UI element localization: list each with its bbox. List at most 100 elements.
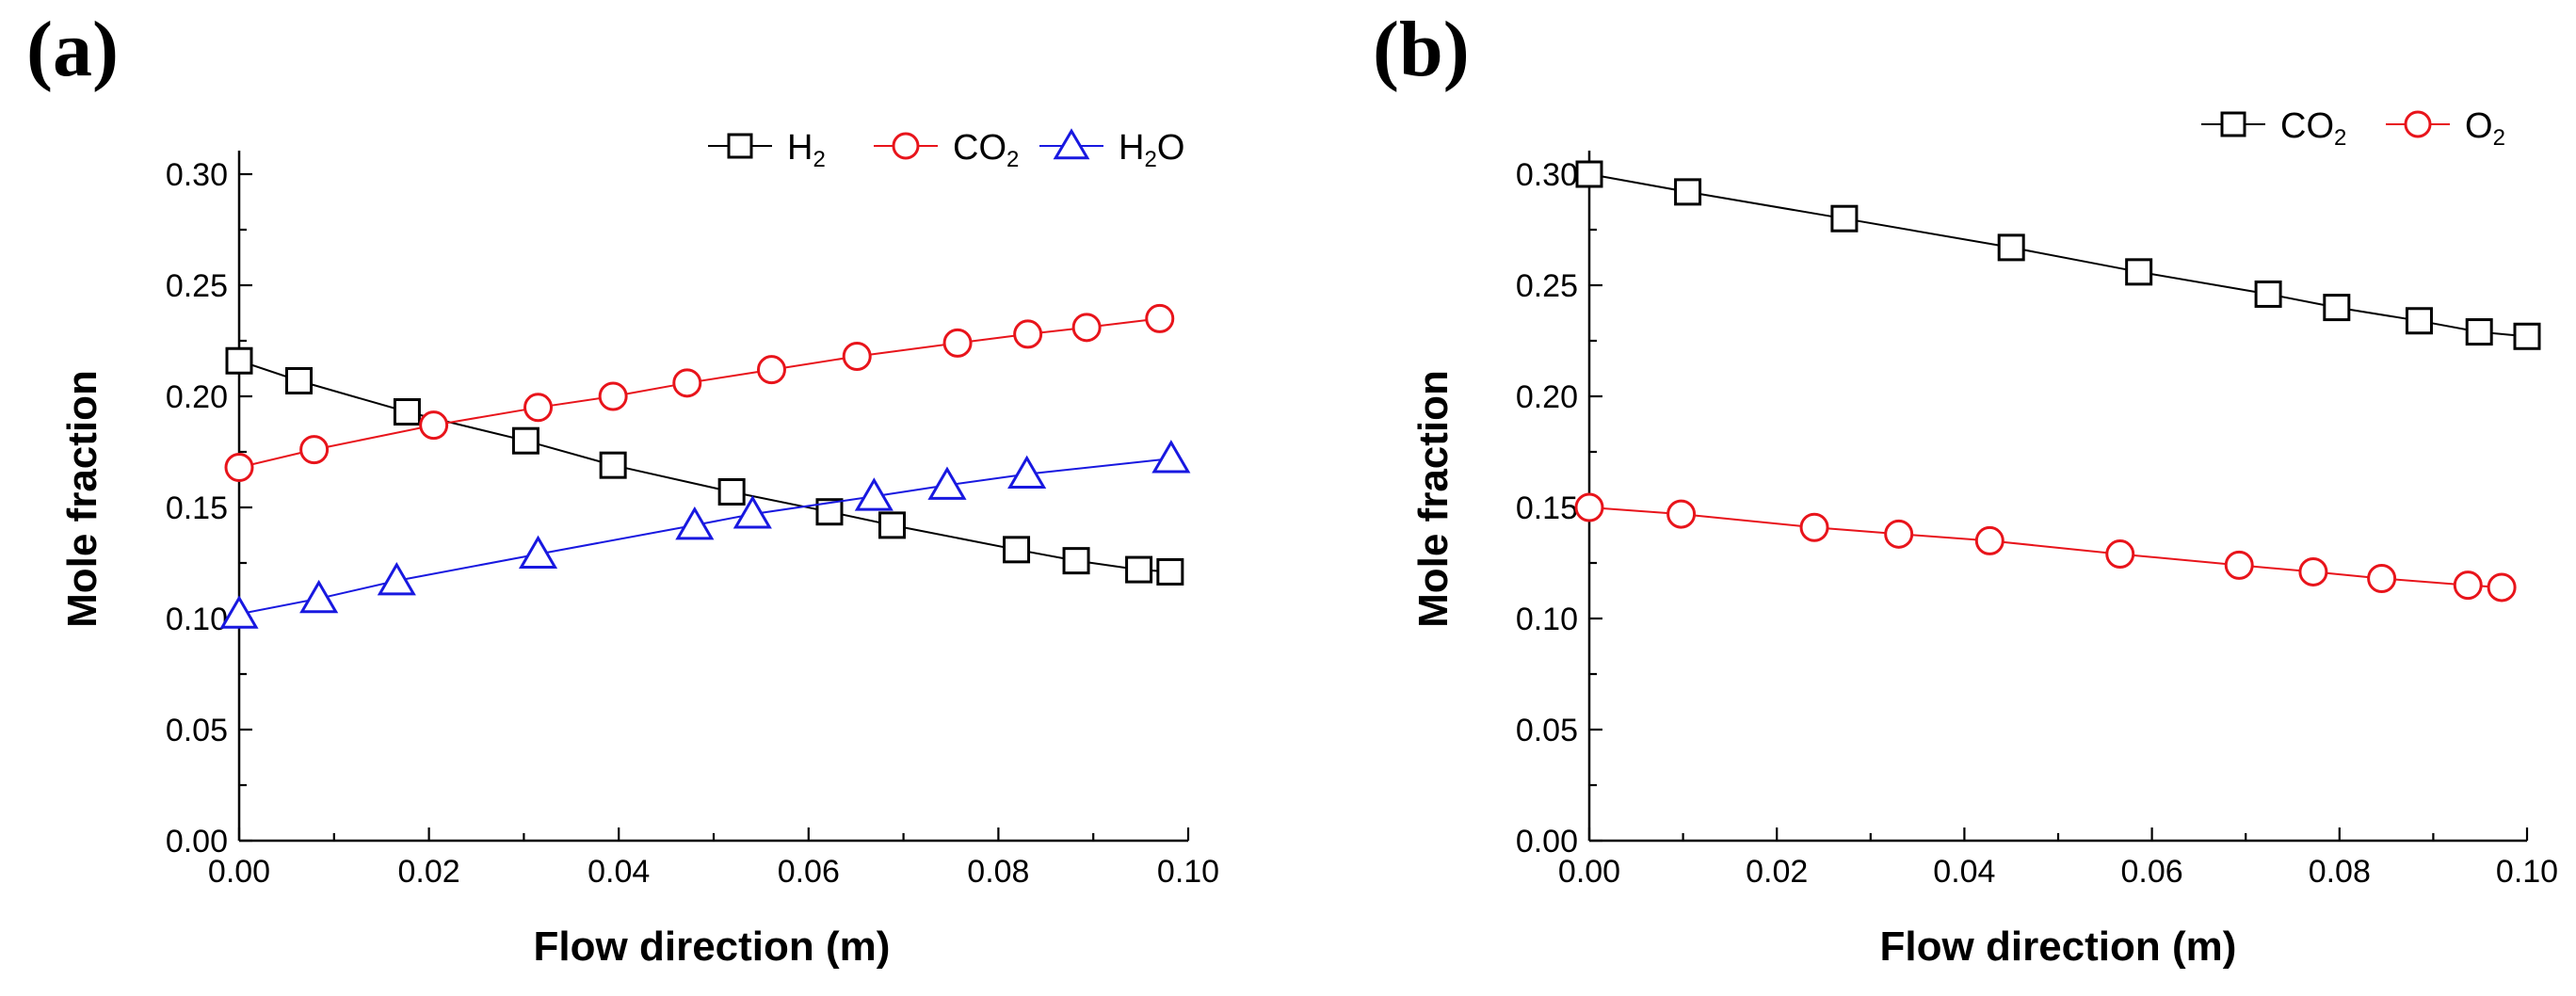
panel-a-series-h2o-line [238, 458, 1172, 616]
panel-b-series-o2-point [2367, 564, 2397, 594]
panel-b-legend-co2-label: CO2 [2280, 106, 2346, 151]
panel-a-series-h2o-point [1007, 455, 1047, 490]
panel-b-legend-o2-label: O2 [2465, 106, 2505, 151]
panel-a-legend-h2o: H2O [1039, 128, 1184, 172]
panel-a-x-axis-title: Flow direction (m) [534, 924, 891, 970]
panel-b-series-o2-point [1799, 512, 1829, 542]
panel-a-y-tick-label: 0.05 [166, 713, 228, 748]
panel-a-series-h2o-point [518, 535, 558, 570]
panel-b-series-o2-point [2453, 570, 2483, 601]
panel-a-series-co2-point [299, 435, 330, 465]
panel-b-y-tick-label: 0.25 [1516, 268, 1578, 304]
panel-a-series-h2-point [511, 426, 539, 455]
panel-a-series-co2-point [672, 368, 702, 398]
panel-a-series-h2-point [225, 346, 253, 375]
panel-b-series-o2-line [1588, 506, 2503, 588]
panel-a-series-h2-point [599, 451, 627, 479]
panel-b-legend-o2-marker [2404, 110, 2432, 138]
panel-b-x-tick-label: 0.02 [1746, 854, 1808, 890]
panel-a-legend-h2o-label: H2O [1119, 128, 1184, 172]
panel-b-series-o2-point [2487, 572, 2517, 602]
panel-b-series-o2-point [1974, 525, 2004, 555]
panel-b-series-o2-point [1574, 492, 1604, 522]
panel-b-series-co2-point [2465, 318, 2493, 346]
panel-b-series-o2-point [2105, 539, 2135, 570]
panel-b-x-tick-label: 0.04 [1933, 854, 1995, 890]
panel-a-series-co2-point [1145, 303, 1175, 333]
panel-a-y-tick-label: 0.15 [166, 490, 228, 526]
panel-a-series-co2-point [598, 381, 628, 411]
panel-b-y-tick-label: 0.15 [1516, 490, 1578, 526]
panel-a-series-h2o-point [733, 495, 772, 529]
panel-b-series-co2-line [1588, 173, 2528, 338]
panel-b-series-o2-point [1884, 519, 1914, 549]
panel-a-x-tick-label: 0.04 [588, 854, 650, 890]
panel-a-x-tick-label: 0.06 [778, 854, 840, 890]
panel-b-series-co2-point [1997, 233, 2025, 262]
panel-a-series-h2o-point [299, 579, 339, 614]
panel-a-y-tick-label: 0.20 [166, 379, 228, 415]
panel-b-series-co2-point [2125, 258, 2153, 286]
panel-b-x-tick-label: 0.00 [1558, 854, 1620, 890]
panel-a-series-h2o-point [219, 595, 259, 629]
panel-a-series-h2-point [878, 511, 907, 539]
panel-a-x-tick-label: 0.08 [967, 854, 1029, 890]
panel-a-series-h2-point [1062, 547, 1090, 575]
panel-a-series-h2-point [393, 398, 421, 426]
panel-a-x-tick-label: 0.10 [1157, 854, 1219, 890]
panel-a-series-co2-point [942, 328, 973, 358]
panel-a: (a) 0.00 0.05 0.10 0.15 0.20 0.25 0.30 0.00 0.02… [26, 6, 1219, 970]
panel-b-x-tick-label: 0.06 [2121, 854, 2183, 890]
panel-b-series-o2-point [2224, 550, 2254, 580]
panel-a-series-h2o-point [377, 561, 416, 596]
panel-b-y-axis-title: Mole fraction [1410, 370, 1457, 628]
panel-a-series [219, 303, 1191, 629]
panel-b-ticks: 0.00 0.05 0.10 0.15 0.20 0.25 0.30 0.00 0.02 0.04… [1516, 157, 2558, 890]
panel-b-legend-o2: O2 [2386, 106, 2505, 151]
panel-b-series-co2-point [2513, 322, 2541, 350]
panel-b-series-co2-point [2254, 280, 2282, 308]
panel-b-series-o2-point [1666, 499, 1697, 529]
panel-b-series-o2-point [2298, 556, 2328, 586]
panel-a-series-h2o-point [927, 466, 967, 500]
panel-b-y-tick-label: 0.00 [1516, 824, 1578, 859]
panel-a-series-co2-point [224, 453, 254, 483]
panel-a-series-co2-point [842, 342, 872, 372]
panel-b-x-tick-label: 0.10 [2496, 854, 2558, 890]
panel-b-y-tick-label: 0.30 [1516, 157, 1578, 193]
panel-a-series-h2o-point [1151, 440, 1191, 474]
panel-b-series-co2-point [1674, 178, 1702, 206]
panel-a-series-co2-point [419, 410, 449, 441]
panel-a-series-h2o-point [854, 477, 894, 511]
panel-a-x-tick-label: 0.00 [208, 854, 270, 890]
panel-a-y-tick-label: 0.25 [166, 268, 228, 304]
panel-a-y-tick-label: 0.00 [166, 824, 228, 859]
panel-a-series-co2-point [523, 393, 554, 423]
panel-b-series-co2-point [1830, 204, 1859, 233]
panel-b-axes [1587, 151, 2527, 843]
panel-a-series-h2-point [285, 366, 314, 394]
panel-a-x-tick-label: 0.02 [398, 854, 460, 890]
panel-a-series-co2-point [1071, 313, 1102, 343]
panel-b-label: (b) [1373, 6, 1470, 93]
panel-b-series-co2-point [2405, 307, 2433, 335]
panel-a-y-axis-title: Mole fraction [59, 370, 105, 628]
panel-a-legend-h2-label: H2 [787, 128, 826, 172]
panel-b-x-axis-title: Flow direction (m) [1880, 924, 2237, 970]
panel-a-ticks: 0.00 0.05 0.10 0.15 0.20 0.25 0.30 0.00 0.02 0.04… [166, 157, 1219, 890]
panel-a-legend-h2: H2 [708, 128, 826, 172]
panel-a-legend: H2 CO2 H2O [708, 128, 1184, 172]
panel-a-legend-co2-label: CO2 [953, 128, 1019, 172]
panel-b-y-tick-label: 0.20 [1516, 379, 1578, 415]
panel-b-series-co2-point [1575, 160, 1603, 188]
panel-a-label: (a) [26, 6, 119, 93]
panel-b: (b) 0.00 0.05 0.10 0.15 0.20 0.25 0.30 0.00 0.02… [1373, 6, 2558, 970]
panel-a-series-h2o-point [675, 506, 715, 540]
panel-a-series-h2-point [1003, 536, 1031, 564]
panel-b-x-tick-label: 0.08 [2309, 854, 2371, 890]
panel-a-legend-co2: CO2 [874, 128, 1019, 172]
panel-a-series-h2-point [1156, 557, 1184, 586]
panel-b-y-tick-label: 0.05 [1516, 713, 1578, 748]
panel-a-legend-h2-marker [727, 133, 753, 159]
